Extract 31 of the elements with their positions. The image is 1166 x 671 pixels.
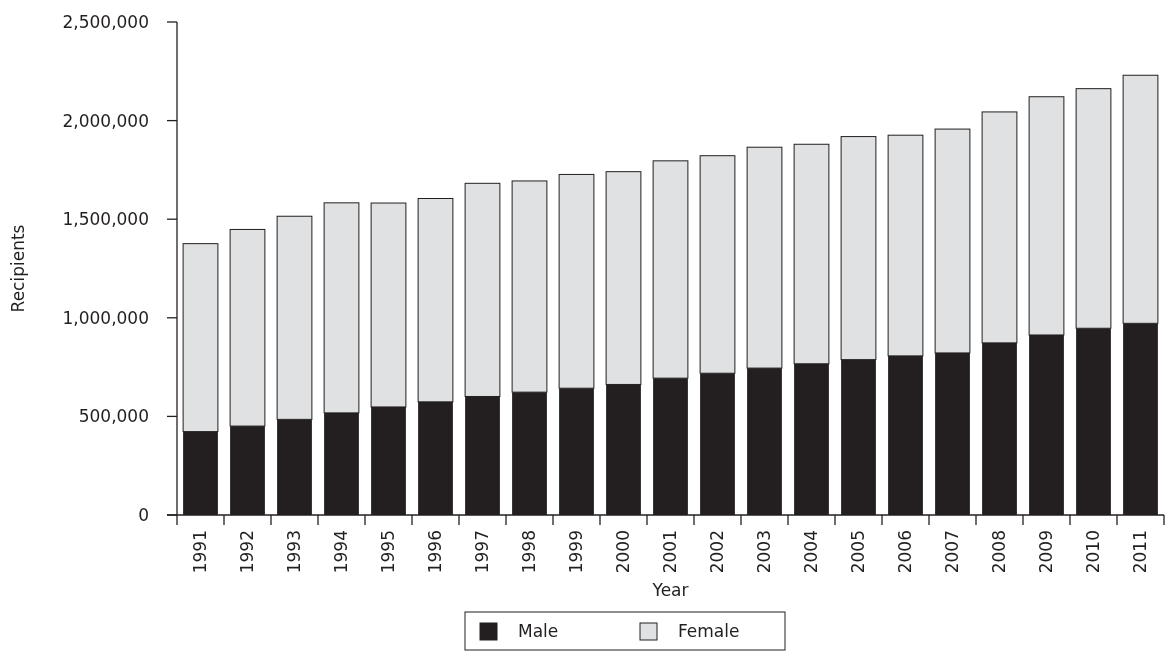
x-tick-label: 2009 (1036, 530, 1057, 574)
y-tick-label: 2,500,000 (62, 11, 149, 32)
x-tick-label: 2005 (848, 530, 869, 574)
x-tick-label: 1999 (566, 530, 587, 574)
legend-label: Female (678, 621, 740, 641)
x-tick-label: 2008 (989, 530, 1010, 574)
x-tick-label: 1993 (284, 530, 305, 574)
y-tick-label: 2,000,000 (62, 110, 149, 131)
x-tick-label: 1992 (237, 530, 258, 574)
legend-label: Male (518, 621, 559, 641)
y-tick-label: 0 (138, 504, 149, 525)
x-tick-label: 1997 (472, 530, 493, 574)
x-tick-label: 2007 (942, 530, 963, 574)
x-tick-label: 1996 (425, 530, 446, 574)
x-tick-label: 2003 (754, 530, 775, 574)
x-tick-label: 1994 (331, 530, 352, 574)
x-tick-label: 1998 (519, 530, 540, 574)
x-axis-title: Year (651, 580, 689, 600)
x-tick-label: 2004 (801, 530, 822, 574)
x-tick-label: 1991 (190, 530, 211, 574)
x-tick-label: 2006 (895, 530, 916, 574)
y-tick-label: 1,500,000 (62, 209, 149, 230)
y-axis-title: Recipients (8, 224, 28, 313)
x-tick-label: 2001 (660, 530, 681, 574)
y-tick-label: 1,000,000 (62, 307, 149, 328)
x-tick-label: 2000 (613, 530, 634, 574)
y-tick-label: 500,000 (78, 406, 149, 427)
x-tick-label: 1995 (378, 530, 399, 574)
x-tick-label: 2002 (707, 530, 728, 574)
x-tick-label: 2011 (1130, 530, 1151, 574)
x-tick-label: 2010 (1083, 530, 1104, 574)
